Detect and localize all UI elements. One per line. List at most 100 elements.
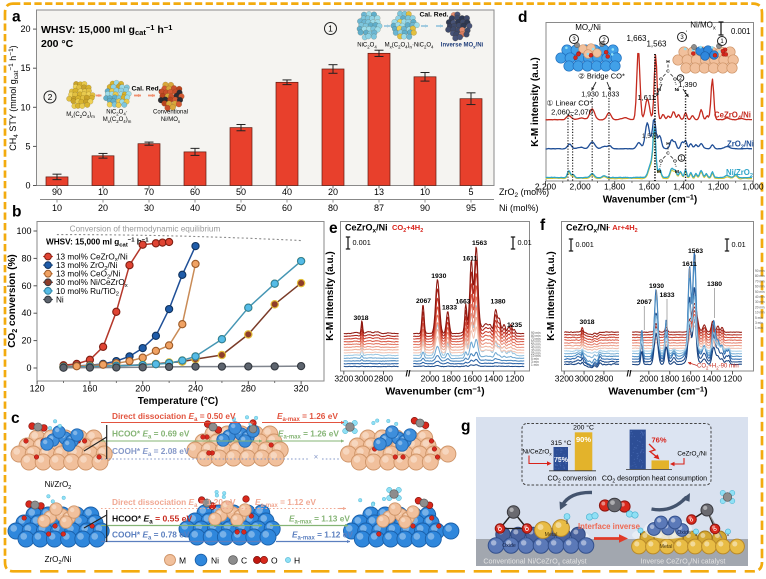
- svg-text:1 min: 1 min: [755, 326, 763, 330]
- svg-text:Inverse CeZrOx​/Ni catalyst: Inverse CeZrOx​/Ni catalyst: [641, 557, 726, 568]
- svg-text:240: 240: [188, 384, 203, 394]
- svg-text:Cal. Red.: Cal. Red.: [131, 86, 160, 93]
- svg-text://: //: [626, 369, 632, 379]
- svg-text:3018: 3018: [579, 319, 594, 326]
- svg-text:2067: 2067: [416, 298, 431, 305]
- svg-text:C: C: [241, 556, 247, 566]
- svg-text:Ea-max​ = 1.13 eV: Ea-max​ = 1.13 eV: [289, 514, 350, 526]
- svg-text:Cal. Red.: Cal. Red.: [419, 12, 448, 19]
- svg-text:Oxide: Oxide: [502, 543, 516, 549]
- svg-text:O: O: [271, 556, 278, 566]
- svg-text:320: 320: [294, 384, 309, 394]
- svg-text:1,563: 1,563: [646, 40, 667, 49]
- svg-text:b: b: [12, 204, 21, 221]
- svg-text:2,000: 2,000: [569, 182, 591, 192]
- svg-text:3: 3: [680, 35, 684, 41]
- svg-text:2067: 2067: [637, 299, 652, 306]
- svg-text:1235: 1235: [507, 322, 522, 329]
- svg-text:1833: 1833: [442, 305, 457, 312]
- svg-text:C: C: [666, 151, 670, 157]
- svg-text:1600: 1600: [463, 374, 482, 384]
- svg-text:0.001: 0.001: [353, 238, 371, 247]
- svg-text:c: c: [11, 410, 20, 427]
- svg-text:60 min: 60 min: [755, 285, 765, 289]
- svg-text:87: 87: [374, 203, 384, 213]
- svg-text:1400: 1400: [484, 374, 503, 384]
- svg-text:Ea-max​ = 1.26 eV: Ea-max​ = 1.26 eV: [278, 429, 339, 441]
- svg-text:13: 13: [374, 187, 384, 197]
- svg-text:1380: 1380: [707, 281, 722, 288]
- svg-text:1200: 1200: [505, 374, 524, 384]
- svg-text:20 min: 20 min: [755, 305, 765, 309]
- svg-text:90 min: 90 min: [755, 269, 765, 273]
- svg-text:1,600: 1,600: [639, 182, 661, 192]
- svg-text:K-M intensity (a.u.): K-M intensity (a.u.): [325, 251, 336, 340]
- svg-text:20 min: 20 min: [531, 351, 541, 355]
- svg-text:1,800: 1,800: [604, 182, 626, 192]
- svg-text:Oxide: Oxide: [677, 530, 691, 536]
- svg-text:ZrO2​ (mol%): ZrO2​ (mol%): [499, 187, 549, 199]
- svg-text:O: O: [690, 518, 694, 523]
- svg-text:COOH* Ea​ = 0.78 eV: COOH* Ea​ = 0.78 eV: [112, 530, 190, 542]
- svg-text:120: 120: [30, 384, 45, 394]
- svg-text:MOx​/Ni: MOx​/Ni: [575, 23, 601, 34]
- svg-text:0.001: 0.001: [576, 240, 594, 249]
- svg-text:Ni (mol%): Ni (mol%): [499, 203, 539, 213]
- svg-text:ZrO2​/Ni: ZrO2​/Ni: [727, 140, 754, 151]
- svg-text:3018: 3018: [353, 315, 368, 322]
- svg-text:0.01: 0.01: [732, 240, 746, 249]
- svg-text:② Bridge CO*: ② Bridge CO*: [578, 72, 625, 81]
- svg-text:ZrO2​/Ni: ZrO2​/Ni: [45, 555, 72, 566]
- svg-text:Wavenumber (cm−1​): Wavenumber (cm−1​): [608, 384, 707, 397]
- svg-text:O: O: [673, 159, 677, 165]
- svg-text:280: 280: [241, 384, 256, 394]
- svg-text:50 min: 50 min: [531, 343, 541, 347]
- svg-text:Conversion of thermodynamic eq: Conversion of thermodynamic equilibrium: [70, 225, 221, 234]
- svg-text:40: 40: [282, 187, 292, 197]
- svg-text:Mx​(C2​O4​)m​: Mx​(C2​O4​)m​: [103, 117, 132, 124]
- svg-text:5 min: 5 min: [531, 357, 539, 361]
- svg-text:1563: 1563: [472, 240, 487, 247]
- svg-text:Ni/ZrO2​: Ni/ZrO2​: [45, 480, 72, 491]
- svg-text:3200: 3200: [555, 374, 574, 384]
- svg-text:20: 20: [20, 24, 30, 34]
- svg-text:10: 10: [420, 187, 430, 197]
- svg-text:① Linear CO*: ① Linear CO*: [547, 99, 593, 108]
- svg-text:90: 90: [420, 203, 430, 213]
- svg-text:10 min: 10 min: [755, 311, 765, 315]
- svg-text:3000: 3000: [354, 374, 373, 384]
- svg-text:10: 10: [52, 203, 62, 213]
- svg-text:Temperature (°C): Temperature (°C): [138, 396, 219, 407]
- svg-text:1,930: 1,930: [581, 92, 599, 99]
- svg-text:H: H: [666, 59, 670, 65]
- svg-text:80: 80: [21, 253, 31, 263]
- svg-text:K-M intensity (a.u.): K-M intensity (a.u.): [546, 251, 557, 340]
- svg-text:200: 200: [135, 384, 150, 394]
- svg-text:0.001: 0.001: [731, 27, 751, 36]
- svg-text:2,060–2,070: 2,060–2,070: [551, 108, 593, 117]
- svg-text:60: 60: [21, 281, 31, 291]
- svg-text:50 min: 50 min: [755, 290, 765, 294]
- svg-text:80: 80: [328, 203, 338, 213]
- svg-text:1,570: 1,570: [642, 133, 659, 140]
- svg-text:CeZrOx​/Ni: CeZrOx​/Ni: [345, 223, 388, 235]
- svg-text:13 mol% ZrO2​/Ni: 13 mol% ZrO2​/Ni: [56, 261, 118, 272]
- svg-text:3000: 3000: [575, 374, 594, 384]
- svg-text:Ni: Ni: [675, 87, 680, 93]
- svg-text:CO2​ desorption heat consumpti: CO2​ desorption heat consumption: [602, 476, 707, 485]
- svg-text:1833: 1833: [659, 292, 674, 299]
- svg-text:100: 100: [16, 226, 31, 236]
- svg-text:K-M intensity (a.u.): K-M intensity (a.u.): [530, 57, 541, 146]
- svg-text:1,000: 1,000: [742, 182, 764, 192]
- svg-text:60: 60: [282, 203, 292, 213]
- svg-text:200 °C: 200 °C: [41, 38, 74, 50]
- svg-text:Direct dissociation Ea​ = 0.50: Direct dissociation Ea​ = 0.50 eV: [112, 411, 236, 423]
- svg-text:315 °C: 315 °C: [551, 439, 572, 447]
- svg-text:1,611: 1,611: [637, 93, 655, 102]
- svg-text:Ni: Ni: [56, 295, 64, 304]
- svg-text:Inverse MOx​/Ni: Inverse MOx​/Ni: [441, 43, 484, 50]
- svg-text:1800: 1800: [442, 374, 461, 384]
- svg-text:0.01: 0.01: [518, 238, 532, 247]
- svg-text:M: M: [675, 169, 679, 175]
- svg-text:90%: 90%: [576, 435, 591, 444]
